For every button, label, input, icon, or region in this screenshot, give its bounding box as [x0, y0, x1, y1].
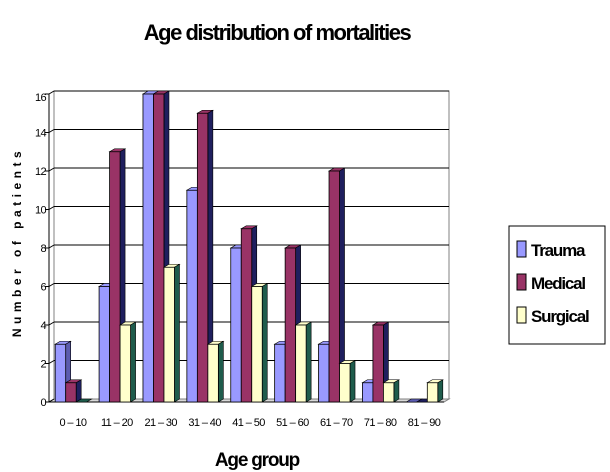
bar-side [75, 379, 82, 403]
bar-front [284, 247, 297, 403]
y-tick-label: 14 [35, 128, 47, 140]
x-axis-title: Age group [215, 450, 300, 471]
bar-front [318, 343, 330, 403]
bar-front [119, 324, 131, 403]
gridline-side [48, 321, 55, 326]
gridline-side [48, 244, 55, 249]
bar [162, 263, 181, 403]
bar-front [240, 228, 253, 403]
x-tick-label: 61 – 70 [320, 417, 353, 429]
bar [250, 282, 269, 403]
bar-front [142, 93, 154, 403]
bar-front [54, 343, 67, 403]
bar-front [109, 151, 121, 403]
bar [426, 379, 444, 403]
bar [196, 109, 214, 403]
x-tick-label: 21 – 30 [144, 417, 177, 429]
bar-front [362, 382, 374, 403]
bar-front [295, 324, 307, 403]
gridline-side [48, 206, 55, 210]
x-tick-label: 41 – 50 [232, 417, 265, 429]
y-tick-label: 10 [35, 205, 47, 217]
bar [338, 359, 357, 403]
x-tick-label: 11 – 20 [101, 417, 133, 429]
chart-title: Age distribution of mortalities [144, 20, 412, 45]
gridline-side [48, 167, 55, 172]
bar [75, 398, 93, 403]
bar-front [230, 247, 242, 403]
x-tick-label: 0 – 10 [59, 417, 86, 429]
bar-side [174, 263, 180, 403]
legend-label: Medical [531, 274, 585, 293]
plot-area: 0 2 4 6 8 10 12 14 16 0 – 10 11 – 20 21 – 30 31 – 40… [35, 90, 451, 429]
bar-front [153, 93, 165, 403]
y-tick-label: 8 [40, 243, 46, 255]
bar-front [207, 343, 219, 403]
bar-front [426, 382, 439, 403]
bar [294, 321, 313, 403]
bar-front [372, 324, 384, 403]
y-tick-label: 2 [40, 359, 46, 371]
y-tick-label: 12 [35, 166, 47, 178]
bar-front [186, 189, 198, 403]
bar-front [383, 382, 395, 403]
y-tick-label: 6 [40, 282, 46, 294]
legend: Trauma Medical Surgical [508, 225, 606, 345]
bar [382, 379, 400, 403]
x-tick-label: 31 – 40 [188, 417, 221, 429]
bar-side [349, 359, 356, 403]
legend-item: Surgical [516, 306, 590, 326]
y-axis-title: Number of patients [10, 147, 24, 337]
bar-front [328, 170, 340, 403]
bar-front [65, 382, 77, 403]
bar-front [98, 286, 110, 403]
bar-side [305, 321, 312, 403]
bar-front [274, 343, 286, 403]
legend-item: Trauma [516, 240, 587, 260]
bar-top [75, 398, 93, 403]
x-tick-label: 51 – 60 [276, 417, 309, 429]
y-tick-label: 0 [40, 397, 46, 409]
bar-front [251, 286, 263, 403]
y-tick-label: 16 [35, 92, 47, 104]
bar [206, 340, 225, 403]
bar-side [393, 379, 400, 403]
gridline-side [48, 90, 55, 95]
bar-side [130, 321, 136, 403]
legend-item: Medical [516, 273, 587, 293]
legend-swatch [516, 240, 527, 258]
gridline-side [48, 360, 55, 364]
legend-swatch [516, 273, 527, 291]
legend-label: Surgical [531, 307, 589, 326]
x-tick-label: 71 – 80 [364, 417, 397, 429]
gridline-side [48, 129, 55, 133]
bar-side [437, 379, 444, 403]
bar-side [218, 340, 224, 403]
bar [64, 379, 83, 403]
legend-label: Trauma [531, 241, 586, 260]
legend-swatch [516, 306, 527, 324]
bar [119, 321, 137, 403]
bar-front [163, 266, 175, 403]
gridline-side [48, 283, 55, 287]
y-tick-label: 4 [40, 320, 46, 332]
x-tick-label: 81 – 90 [408, 417, 441, 429]
bar-front [196, 112, 209, 403]
bar-side [261, 282, 268, 403]
bar-front [339, 363, 351, 403]
